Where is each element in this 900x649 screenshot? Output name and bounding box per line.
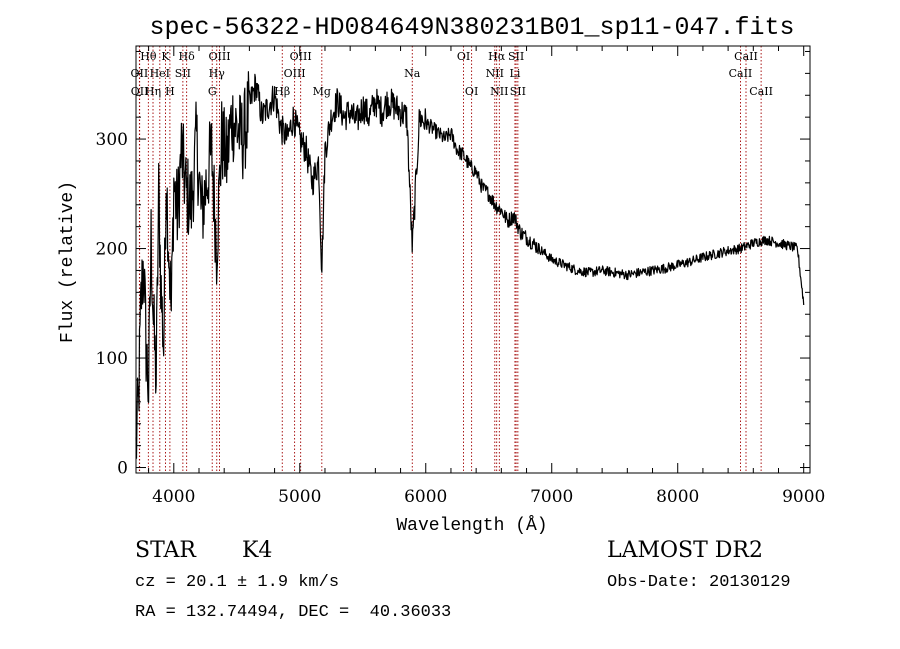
- y-axis-ticks: 0 100 200 300: [96, 50, 810, 479]
- y-tick-label-3: 300: [96, 130, 128, 150]
- x-tick-label-1: 5000: [278, 487, 321, 507]
- marker-label-5: K: [161, 50, 170, 63]
- marker-label-6: H: [165, 85, 175, 98]
- y-tick-label-0: 0: [117, 459, 128, 479]
- coordinates: RA = 132.74494, DEC = 40.36033: [135, 603, 452, 622]
- x-tick-label-3: 7000: [530, 487, 573, 507]
- marker-label-0: Hθ: [140, 50, 157, 63]
- marker-label-24: SII: [510, 85, 526, 98]
- marker-label-18: OI: [465, 85, 478, 98]
- x-axis-ticks: 4000 5000 6000 7000 8000 9000: [148, 46, 825, 507]
- marker-label-14: Hβ: [274, 85, 290, 98]
- redshift-cz: cz = 20.1 ± 1.9 km/s: [135, 573, 340, 592]
- marker-label-26: CaII: [729, 67, 753, 80]
- marker-label-10: Hγ: [209, 67, 226, 80]
- y-tick-label-2: 200: [96, 240, 128, 260]
- x-tick-label-4: 8000: [656, 487, 699, 507]
- star-type: STAR: [135, 538, 196, 563]
- marker-label-21: NII: [490, 85, 508, 98]
- marker-label-22: SII: [508, 50, 524, 63]
- marker-label-3: HeI: [150, 67, 170, 80]
- marker-label-25: CaII: [734, 50, 758, 63]
- spectrum-line: [135, 71, 805, 459]
- x-axis-label: Wavelength (Å): [396, 515, 547, 536]
- marker-label-4: Hη: [145, 85, 161, 98]
- marker-label-11: G: [208, 85, 217, 98]
- marker-label-27: CaII: [749, 85, 773, 98]
- marker-label-23: Li: [510, 67, 521, 80]
- marker-label-20: NII: [486, 67, 504, 80]
- star-subclass: K4: [242, 538, 273, 563]
- observation-date: Obs-Date: 20130129: [607, 573, 791, 592]
- marker-label-7: SII: [175, 67, 191, 80]
- survey-name: LAMOST DR2: [607, 538, 763, 563]
- x-tick-label-0: 4000: [152, 487, 195, 507]
- marker-label-9: OIII: [208, 50, 230, 63]
- marker-label-12: OIII: [290, 50, 312, 63]
- y-tick-label-1: 100: [96, 349, 128, 369]
- chart-title: spec-56322-HD084649N380231B01_sp11-047.f…: [149, 13, 794, 42]
- marker-label-16: Na: [404, 67, 421, 80]
- plot-frame: [135, 45, 811, 474]
- marker-label-19: Hα: [488, 50, 506, 63]
- marker-label-15: Mg: [313, 85, 331, 98]
- y-axis-label: Flux (relative): [58, 181, 78, 343]
- marker-label-17: OI: [457, 50, 470, 63]
- x-tick-label-5: 9000: [782, 487, 825, 507]
- marker-label-13: OIII: [284, 67, 306, 80]
- x-tick-label-2: 6000: [404, 487, 447, 507]
- marker-label-2: OII: [131, 85, 149, 98]
- marker-label-8: Hδ: [179, 50, 196, 63]
